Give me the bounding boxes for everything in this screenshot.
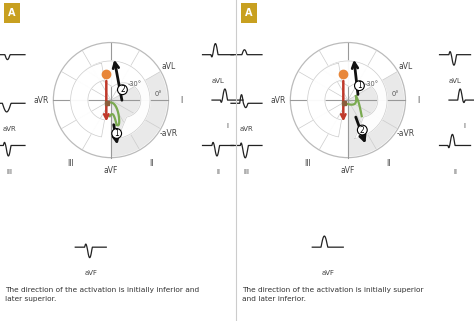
- Text: 2: 2: [360, 126, 365, 134]
- Text: I: I: [227, 123, 228, 129]
- Polygon shape: [308, 63, 342, 137]
- Text: The direction of the activation is initially inferior and
later superior.: The direction of the activation is initi…: [5, 287, 199, 302]
- Text: 0°: 0°: [155, 91, 162, 97]
- Text: aVF: aVF: [341, 166, 355, 175]
- Text: 1: 1: [357, 81, 362, 90]
- Text: II: II: [453, 169, 457, 175]
- Text: Left anterior fascicular block (LAFB): Left anterior fascicular block (LAFB): [26, 8, 177, 17]
- Text: 0°: 0°: [392, 91, 399, 97]
- Text: aVL: aVL: [398, 62, 412, 71]
- Text: I: I: [180, 96, 182, 105]
- Text: A: A: [8, 8, 15, 18]
- Text: -aVR: -aVR: [159, 129, 178, 138]
- Text: 2: 2: [120, 85, 125, 94]
- FancyBboxPatch shape: [3, 3, 19, 22]
- Text: I: I: [417, 96, 419, 105]
- Text: III: III: [7, 169, 12, 175]
- Text: II: II: [386, 159, 391, 168]
- Circle shape: [355, 81, 365, 91]
- Text: aVF: aVF: [84, 270, 97, 276]
- Text: Left posterior fascicular block (LPFB): Left posterior fascicular block (LPFB): [263, 8, 417, 17]
- Text: III: III: [67, 159, 74, 168]
- Text: -aVR: -aVR: [396, 129, 415, 138]
- Text: aVL: aVL: [448, 78, 462, 84]
- Text: aVR: aVR: [239, 126, 254, 132]
- Text: The direction of the activation is initially superior
and later inferior.: The direction of the activation is initi…: [242, 287, 423, 302]
- Text: I: I: [464, 123, 465, 129]
- Circle shape: [357, 125, 367, 135]
- Text: A: A: [245, 8, 252, 18]
- Text: III: III: [304, 159, 311, 168]
- Polygon shape: [71, 63, 105, 137]
- Text: -30°: -30°: [365, 81, 379, 87]
- Polygon shape: [323, 61, 387, 139]
- Text: aVR: aVR: [2, 126, 17, 132]
- Circle shape: [112, 129, 121, 138]
- Text: aVL: aVL: [161, 62, 175, 71]
- Text: II: II: [216, 169, 220, 175]
- Wedge shape: [111, 72, 167, 156]
- Text: 1: 1: [114, 129, 119, 138]
- Text: aVF: aVF: [321, 270, 334, 276]
- Text: III: III: [244, 169, 249, 175]
- Text: aVF: aVF: [104, 166, 118, 175]
- Text: aVL: aVL: [211, 78, 225, 84]
- Text: aVR: aVR: [33, 96, 48, 105]
- Circle shape: [118, 85, 128, 95]
- Wedge shape: [348, 72, 404, 156]
- FancyBboxPatch shape: [240, 3, 257, 22]
- Text: II: II: [149, 159, 154, 168]
- Text: aVR: aVR: [270, 96, 285, 105]
- Polygon shape: [86, 61, 150, 139]
- Text: -30°: -30°: [128, 81, 142, 87]
